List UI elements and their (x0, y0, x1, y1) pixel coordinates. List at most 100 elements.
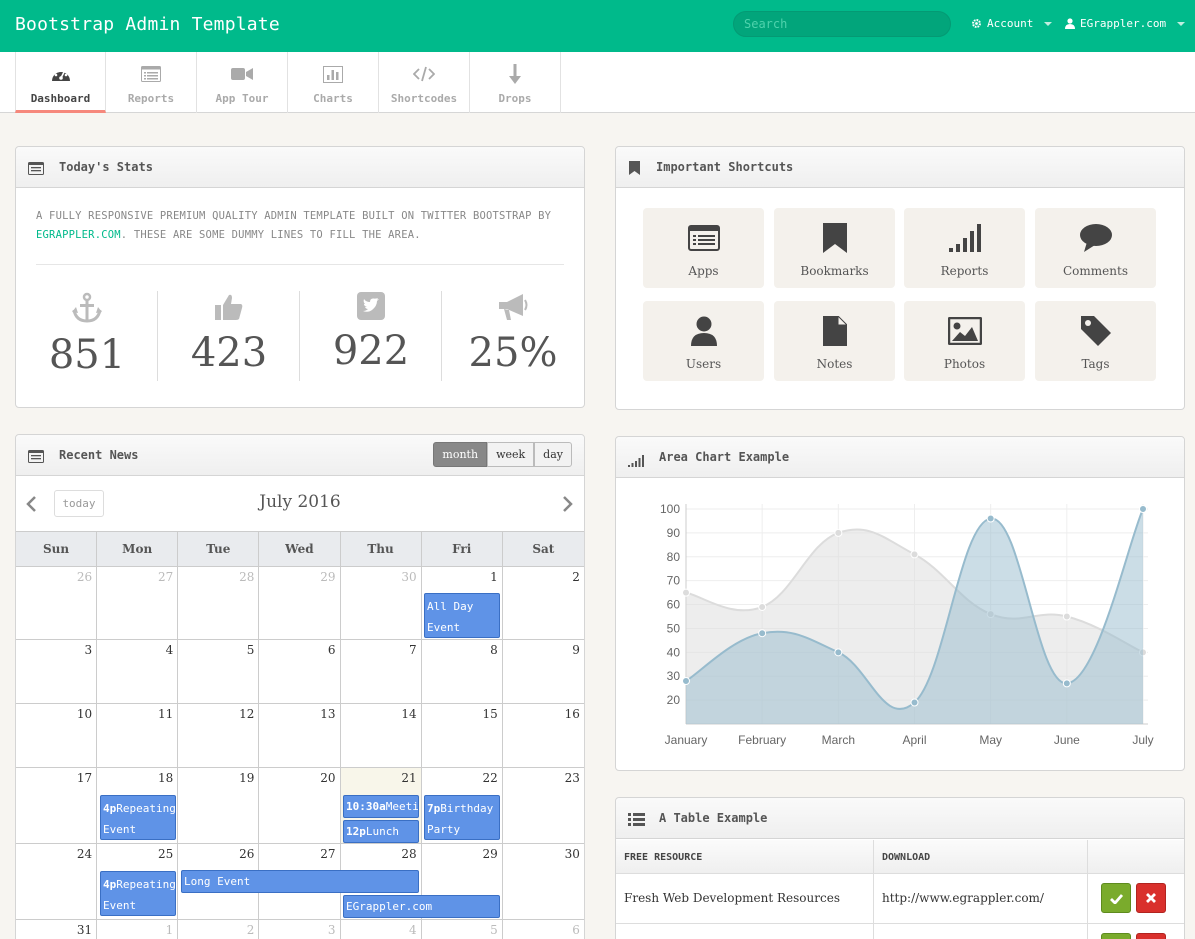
egrappler-link[interactable]: EGrappler.com (36, 229, 121, 241)
month-view-button[interactable]: month (433, 442, 488, 467)
calendar-day[interactable]: 16 (503, 704, 584, 767)
shortcut-bookmarks[interactable]: Bookmarks (774, 208, 895, 288)
x-tick-label: July (1132, 733, 1153, 747)
calendar-day[interactable]: 15 (422, 704, 503, 767)
calendar-day[interactable]: 1 (422, 567, 503, 639)
user-menu[interactable]: EGrappler.com (1065, 17, 1186, 30)
day-number: 4 (408, 923, 417, 937)
search-input[interactable] (733, 11, 951, 37)
day-number: 11 (157, 707, 174, 721)
shortcut-users[interactable]: Users (643, 301, 764, 381)
calendar-event[interactable]: 10:30aMeeting (343, 795, 419, 818)
calendar-day[interactable]: 10 (16, 704, 98, 767)
calendar-day[interactable]: 19 (178, 768, 260, 843)
calendar-event[interactable]: 7pBirthday Party (424, 795, 500, 840)
calendar-day[interactable]: 30 (503, 844, 584, 919)
calendar-day[interactable]: 27 (97, 567, 179, 639)
calendar-day[interactable]: 6 (259, 640, 341, 703)
calendar-day[interactable]: 30 (341, 567, 422, 639)
chevron-right-icon[interactable] (562, 496, 574, 512)
calendar-day[interactable]: 9 (503, 640, 584, 703)
delete-button[interactable] (1136, 933, 1166, 939)
tab-reports[interactable]: Reports (106, 52, 197, 113)
calendar-day[interactable]: 17 (16, 768, 98, 843)
calendar-day[interactable]: 28 (178, 567, 260, 639)
calendar-day[interactable]: 29 (422, 844, 503, 919)
calendar-day[interactable]: 29 (259, 567, 341, 639)
shortcut-tags[interactable]: Tags (1035, 301, 1156, 381)
today-button[interactable]: today (54, 490, 104, 517)
calendar-week: 26 27 28 29 30 1 2 (16, 567, 584, 640)
calendar-day[interactable]: 26 (16, 567, 98, 639)
calendar-day[interactable]: 11 (97, 704, 179, 767)
stats-text: A fully responsive premium quality admin… (36, 210, 552, 222)
account-menu[interactable]: Account (971, 17, 1053, 30)
delete-button[interactable] (1136, 883, 1166, 913)
tab-drops[interactable]: Drops (470, 52, 561, 113)
calendar-day[interactable]: 13 (259, 704, 341, 767)
calendar-day[interactable]: 22 (422, 768, 503, 843)
weekday-label: Wed (259, 532, 341, 566)
calendar-day[interactable]: 18 (97, 768, 179, 843)
calendar-day[interactable]: 7 (341, 640, 422, 703)
week-view-button[interactable]: week (487, 442, 535, 467)
tab-shortcodes[interactable]: Shortcodes (379, 52, 470, 113)
x-tick-label: March (822, 733, 855, 747)
calendar-day[interactable]: 14 (341, 704, 422, 767)
calendar-day[interactable]: 1 (97, 920, 179, 939)
shortcut-reports[interactable]: Reports (904, 208, 1025, 288)
calendar-day[interactable]: 23 (503, 768, 584, 843)
calendar-event[interactable]: 4pRepeating Event (100, 795, 176, 840)
gear-icon (972, 19, 981, 28)
calendar-day[interactable]: 20 (259, 768, 341, 843)
calendar-day[interactable]: 6 (503, 920, 584, 939)
day-number: 30 (401, 570, 417, 584)
calendar-day[interactable]: 3 (16, 640, 98, 703)
calendar-day[interactable]: 12 (178, 704, 260, 767)
calendar-day[interactable]: 8 (422, 640, 503, 703)
calendar-day[interactable]: 4 (97, 640, 179, 703)
day-number: 25 (157, 847, 174, 861)
calendar-day[interactable]: 31 (16, 920, 98, 939)
resource-cell: Fresh Web Development Resources (624, 891, 840, 905)
shortcut-apps[interactable]: Apps (643, 208, 764, 288)
calendar-event[interactable]: All Day Event (424, 593, 500, 638)
data-point (682, 677, 690, 685)
approve-button[interactable] (1101, 883, 1131, 913)
widget-header: Area Chart Example (616, 437, 1184, 478)
day-number: 3 (84, 643, 93, 657)
calendar-day[interactable]: 28 (341, 844, 422, 919)
tab-dashboard[interactable]: Dashboard (15, 52, 106, 113)
calendar-event[interactable]: 4pRepeating Event (100, 871, 176, 916)
event-title: Repeating Event (103, 802, 176, 836)
calendar-day[interactable]: 2 (503, 567, 584, 639)
code-icon (413, 64, 435, 84)
brand-title[interactable]: Bootstrap Admin Template (15, 14, 280, 35)
approve-button[interactable] (1101, 933, 1131, 939)
calendar-day[interactable]: 2 (178, 920, 260, 939)
calendar-day[interactable]: 3 (259, 920, 341, 939)
caret-down-icon (1177, 21, 1186, 26)
table-row (616, 924, 1184, 939)
calendar-event[interactable]: EGrappler.com (343, 895, 500, 918)
series-line (685, 508, 1144, 711)
calendar-event[interactable]: 12pLunch (343, 820, 419, 843)
calendar-event[interactable]: Long Event (181, 870, 419, 893)
chevron-left-icon[interactable] (25, 496, 37, 512)
shortcut-label: Photos (943, 357, 986, 371)
day-number: 5 (246, 643, 255, 657)
shortcut-comments[interactable]: Comments (1035, 208, 1156, 288)
calendar-day[interactable]: 24 (16, 844, 98, 919)
shortcut-photos[interactable]: Photos (904, 301, 1025, 381)
calendar-day[interactable]: 4 (341, 920, 422, 939)
download-cell[interactable]: http://www.egrappler.com/ (882, 891, 1044, 905)
tab-charts[interactable]: Charts (288, 52, 379, 113)
calendar-day[interactable]: 25 (97, 844, 179, 919)
event-title: Repeating Event (103, 878, 176, 912)
calendar-day[interactable]: 5 (422, 920, 503, 939)
calendar-day[interactable]: 5 (178, 640, 260, 703)
user-icon (1065, 18, 1075, 29)
shortcut-notes[interactable]: Notes (774, 301, 895, 381)
day-view-button[interactable]: day (534, 442, 572, 467)
tab-app-tour[interactable]: App Tour (197, 52, 288, 113)
